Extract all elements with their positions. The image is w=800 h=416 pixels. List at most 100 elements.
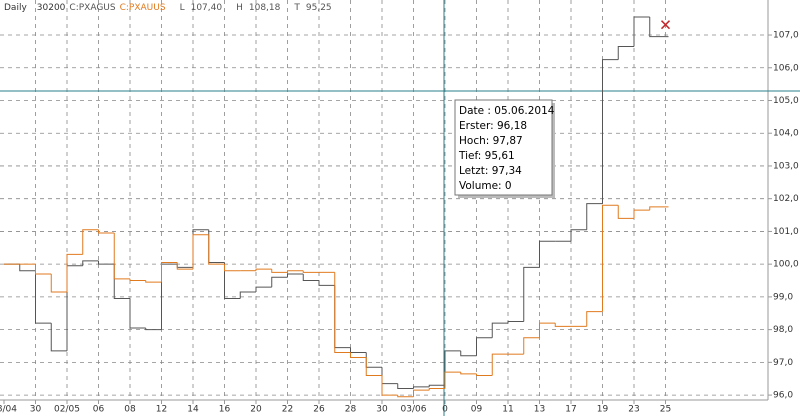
x-tick-label: 13 [534, 405, 545, 415]
y-tick-label: 96,0 [773, 391, 793, 401]
header-item: Daily [4, 3, 27, 13]
tooltip-box [454, 99, 553, 196]
step-segment [523, 266, 540, 322]
step-segment [633, 209, 650, 219]
stat-item: 95,25 [306, 3, 332, 13]
step-segment [192, 229, 209, 268]
tooltip-line: Volume: 0 [459, 180, 512, 192]
step-segment [602, 59, 619, 204]
step-segment [302, 270, 319, 273]
step-segment [35, 264, 52, 275]
y-tick-label: 102,0 [773, 194, 799, 204]
x-tick-label: 25 [660, 405, 671, 415]
step-segment [649, 206, 666, 211]
step-segment [539, 240, 556, 268]
x-tick-label: 08 [124, 405, 136, 415]
stat-item: 107,40 [191, 3, 223, 13]
step-segment [365, 357, 382, 376]
x-tick-label: 0 [442, 405, 448, 415]
step-segment [523, 337, 540, 355]
step-segment [208, 234, 225, 265]
tooltip-line: Tief: 95,61 [458, 150, 515, 162]
step-segment [176, 264, 193, 268]
step-segment [318, 280, 335, 286]
step-segment [617, 45, 634, 60]
legend-entry: C:PXAGUS [69, 3, 115, 13]
y-tick-label: 100,0 [773, 260, 799, 270]
step-segment [19, 264, 36, 272]
step-segment [350, 347, 367, 354]
step-segment [397, 395, 414, 398]
step-segment [50, 323, 67, 352]
step-segment [428, 384, 445, 387]
step-segment [287, 273, 304, 278]
x-tick-label: 30 [30, 405, 42, 415]
step-segment [507, 320, 524, 324]
x-tick-label: 09 [471, 405, 483, 415]
step-segment [365, 352, 382, 368]
step-segment [192, 234, 209, 270]
tooltip-line: Date : 05.06.2014 [459, 105, 555, 117]
x-tick-label: 03/06 [401, 405, 427, 415]
step-segment [239, 291, 256, 299]
step-segment [161, 262, 178, 283]
stat-item: 108,18 [249, 3, 281, 13]
step-segment [129, 298, 146, 329]
step-segment [381, 375, 398, 396]
y-tick-label: 107,0 [773, 31, 799, 41]
x-tick-label: 06 [93, 405, 105, 415]
x-tick-label: 17 [565, 405, 576, 415]
step-segment [413, 386, 430, 389]
y-tick-label: 101,0 [773, 227, 799, 237]
step-segment [570, 229, 587, 242]
step-segment [381, 367, 398, 385]
tooltip-line: Hoch: 97,87 [459, 135, 523, 147]
step-segment [617, 205, 634, 219]
step-segment [586, 311, 603, 327]
stat-item: T [293, 3, 300, 13]
legend-entry: C:PXAUUS [120, 3, 166, 13]
step-segment [82, 260, 99, 266]
y-tick-label: 98,0 [773, 325, 793, 335]
x-tick-label: 16 [219, 405, 231, 415]
end-marker [660, 20, 671, 30]
step-segment [302, 273, 319, 282]
step-segment [66, 253, 83, 292]
y-tick-label: 97,0 [773, 358, 793, 368]
x-tick-label: 30 [376, 405, 388, 415]
step-segment [176, 262, 193, 270]
step-segment [554, 323, 571, 327]
step-segment [82, 229, 99, 255]
step-segment [208, 229, 225, 264]
step-segment [413, 389, 430, 397]
tooltip: Date : 05.06.2014 Erster: 96,18 Hoch: 97,8… [454, 99, 555, 198]
stat-item: H [236, 3, 243, 13]
x-tick-label: 23 [628, 405, 639, 415]
step-segment [476, 337, 493, 356]
step-segment [539, 322, 556, 338]
x-tick-label: 28 [345, 405, 357, 415]
y-tick-label: 105,0 [773, 96, 799, 106]
step-segment [66, 265, 83, 351]
step-segment [145, 327, 162, 331]
y-tick-label: 103,0 [773, 161, 799, 171]
x-tick-label: 22 [282, 405, 293, 415]
step-segment [334, 272, 351, 354]
step-segment [255, 268, 272, 271]
y-tick-label: 104,0 [773, 129, 799, 139]
step-segment [50, 273, 67, 293]
step-segment [255, 286, 272, 292]
step-segment [35, 270, 52, 324]
y-tick-label: 106,0 [773, 63, 799, 73]
step-segment [113, 233, 130, 280]
step-segment [586, 203, 603, 230]
stat-item: L [180, 3, 185, 13]
step-segment [334, 285, 351, 349]
x-tick-label: 28/04 [0, 405, 17, 415]
header-item: 30200 [37, 3, 66, 13]
step-segment [98, 260, 115, 265]
x-tick-label: 14 [187, 405, 199, 415]
step-segment [271, 269, 288, 273]
step-segment [224, 262, 241, 300]
step-segment [145, 280, 162, 283]
